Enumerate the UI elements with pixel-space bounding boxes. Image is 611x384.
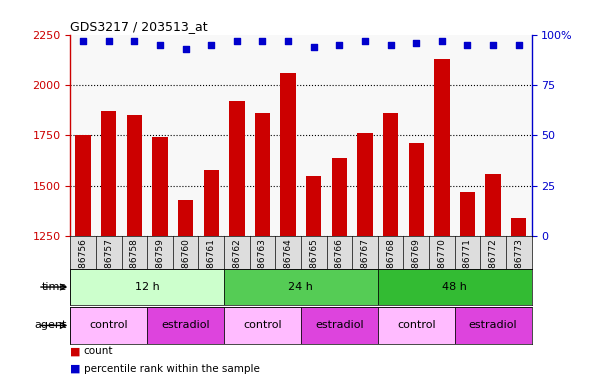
Text: GSM286764: GSM286764 <box>284 238 293 293</box>
Text: GSM286763: GSM286763 <box>258 238 267 293</box>
Text: 24 h: 24 h <box>288 282 313 292</box>
Text: GSM286762: GSM286762 <box>232 238 241 293</box>
Text: percentile rank within the sample: percentile rank within the sample <box>84 364 260 374</box>
Point <box>207 41 216 48</box>
Bar <box>378 269 532 305</box>
Text: time: time <box>42 282 67 292</box>
Bar <box>126 115 142 384</box>
Text: GSM286769: GSM286769 <box>412 238 421 293</box>
Point <box>130 38 139 44</box>
Text: GSM286757: GSM286757 <box>104 238 113 293</box>
Text: control: control <box>243 320 282 331</box>
Bar <box>486 174 501 384</box>
Bar <box>255 113 270 384</box>
Text: GSM286759: GSM286759 <box>155 238 164 293</box>
Text: GSM286765: GSM286765 <box>309 238 318 293</box>
Bar <box>378 307 455 344</box>
Text: GSM286758: GSM286758 <box>130 238 139 293</box>
Text: GSM286756: GSM286756 <box>79 238 87 293</box>
Point <box>258 38 268 44</box>
Text: estradiol: estradiol <box>161 320 210 331</box>
Text: agent: agent <box>35 320 67 331</box>
Point <box>78 38 88 44</box>
Point <box>411 40 421 46</box>
Bar <box>70 269 224 305</box>
Text: GSM286773: GSM286773 <box>514 238 523 293</box>
Bar <box>229 101 244 384</box>
Text: estradiol: estradiol <box>469 320 518 331</box>
Bar <box>75 136 91 384</box>
Bar <box>280 73 296 384</box>
Bar <box>224 307 301 344</box>
Bar <box>178 200 193 384</box>
Text: GSM286760: GSM286760 <box>181 238 190 293</box>
Bar <box>357 133 373 384</box>
Point <box>488 41 498 48</box>
Text: ■: ■ <box>70 364 81 374</box>
Bar <box>511 218 527 384</box>
Text: GSM286770: GSM286770 <box>437 238 447 293</box>
Bar <box>70 307 147 344</box>
Text: GDS3217 / 203513_at: GDS3217 / 203513_at <box>70 20 208 33</box>
Point <box>463 41 472 48</box>
Text: GSM286767: GSM286767 <box>360 238 370 293</box>
Text: GSM286772: GSM286772 <box>489 238 497 293</box>
Text: GSM286766: GSM286766 <box>335 238 344 293</box>
Point <box>104 38 114 44</box>
Point <box>360 38 370 44</box>
Bar <box>383 113 398 384</box>
Text: GSM286771: GSM286771 <box>463 238 472 293</box>
Text: ■: ■ <box>70 346 81 356</box>
Point <box>386 41 395 48</box>
Bar <box>409 143 424 384</box>
Point <box>284 38 293 44</box>
Bar <box>101 111 117 384</box>
Point <box>334 41 344 48</box>
Text: 12 h: 12 h <box>135 282 159 292</box>
Point <box>514 41 524 48</box>
Bar <box>306 176 321 384</box>
Text: 48 h: 48 h <box>442 282 467 292</box>
Bar <box>224 269 378 305</box>
Bar <box>332 157 347 384</box>
Point <box>437 38 447 44</box>
Bar <box>147 307 224 344</box>
Point <box>232 38 242 44</box>
Point <box>155 41 165 48</box>
Bar <box>301 307 378 344</box>
Bar <box>434 59 450 384</box>
Point <box>181 46 191 52</box>
Text: GSM286768: GSM286768 <box>386 238 395 293</box>
Text: estradiol: estradiol <box>315 320 364 331</box>
Bar <box>460 192 475 384</box>
Text: count: count <box>84 346 113 356</box>
Bar <box>455 307 532 344</box>
Text: control: control <box>397 320 436 331</box>
Bar <box>152 137 167 384</box>
Bar <box>203 170 219 384</box>
Text: control: control <box>89 320 128 331</box>
Point <box>309 44 318 50</box>
Text: GSM286761: GSM286761 <box>207 238 216 293</box>
